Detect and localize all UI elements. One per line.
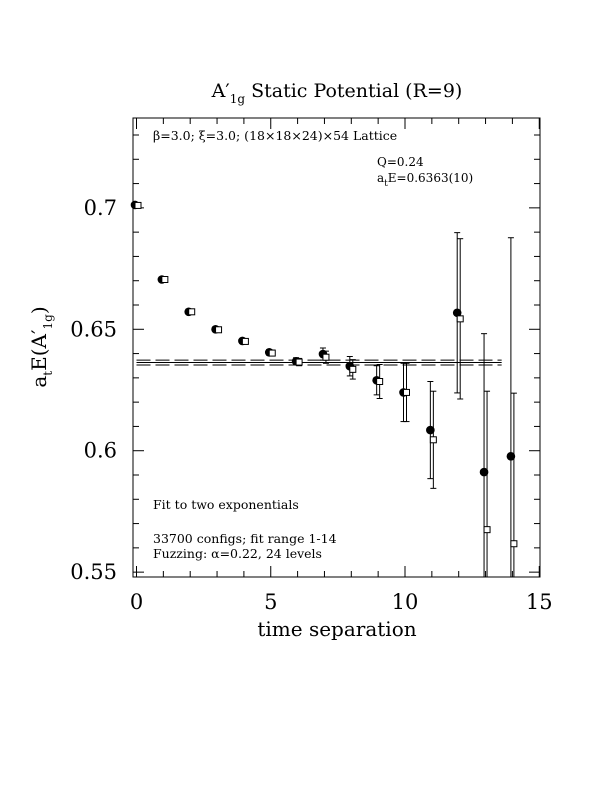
data-points — [130, 200, 518, 577]
svg-text:atE(A′1g): atE(A′1g) — [27, 306, 55, 387]
data-point-square — [268, 349, 276, 357]
y-tick-label: 0.6 — [84, 439, 117, 463]
marker-square — [349, 365, 357, 373]
data-point-square — [215, 326, 223, 334]
x-tick-label: 0 — [130, 590, 143, 614]
marker-square — [268, 349, 276, 357]
data-point-circle — [479, 333, 489, 577]
data-point-square — [322, 350, 330, 364]
data-point-square — [376, 364, 384, 399]
marker-square — [510, 540, 518, 548]
annotation-fuzzing: Fuzzing: α=0.22, 24 levels — [153, 546, 322, 561]
marker-square — [429, 436, 437, 444]
marker-circle — [506, 452, 516, 461]
marker-square — [295, 358, 303, 366]
data-point-square — [429, 390, 437, 489]
marker-square — [134, 201, 142, 209]
marker-square — [188, 308, 196, 316]
marker-square — [456, 315, 464, 323]
data-point-square — [510, 392, 518, 577]
marker-square — [161, 276, 169, 283]
x-tick-label: 5 — [264, 590, 277, 614]
data-point-square — [134, 201, 142, 209]
marker-circle — [426, 425, 435, 435]
data-point-square — [456, 238, 464, 400]
annotation-q: Q=0.24 — [377, 155, 424, 169]
data-point-circle — [506, 237, 516, 577]
axis-tick-labels: 0 5 10 15 0.55 0.6 0.65 0.7 — [70, 196, 552, 614]
chart-title: A′1g Static Potential (R=9) — [211, 80, 463, 106]
data-point-circle — [426, 381, 435, 480]
marker-circle — [479, 467, 489, 477]
x-axis-label: time separation — [257, 617, 416, 641]
data-point-circle — [452, 232, 462, 394]
marker-square — [376, 378, 384, 385]
marker-square — [483, 526, 491, 534]
y-tick-label: 0.7 — [84, 196, 117, 220]
x-tick-label: 15 — [526, 590, 553, 614]
plot-frame — [132, 117, 541, 578]
annotation-energy: atE=0.6363(10) — [377, 171, 473, 189]
data-point-square — [241, 337, 249, 345]
annotation-fit: Fit to two exponentials — [153, 497, 299, 512]
marker-square — [215, 326, 223, 334]
axis-ticks — [133, 118, 540, 577]
marker-square — [403, 388, 410, 396]
fit-band — [136, 359, 502, 366]
data-point-square — [188, 308, 196, 316]
marker-square — [241, 337, 249, 345]
y-axis-label: atE(A′1g) — [27, 306, 55, 387]
data-point-square — [403, 362, 410, 423]
annotation-lattice: β=3.0; ξ=3.0; (18×18×24)×54 Lattice — [153, 128, 397, 143]
marker-square — [322, 353, 330, 361]
x-tick-label: 10 — [392, 590, 419, 614]
marker-circle — [452, 308, 462, 318]
annotation-configs: 33700 configs; fit range 1-14 — [153, 531, 337, 546]
y-tick-label: 0.55 — [70, 560, 117, 584]
data-point-square — [295, 357, 303, 367]
data-point-square — [483, 390, 491, 577]
y-tick-label: 0.65 — [70, 317, 117, 341]
data-point-square — [161, 276, 169, 283]
data-point-square — [349, 359, 357, 380]
